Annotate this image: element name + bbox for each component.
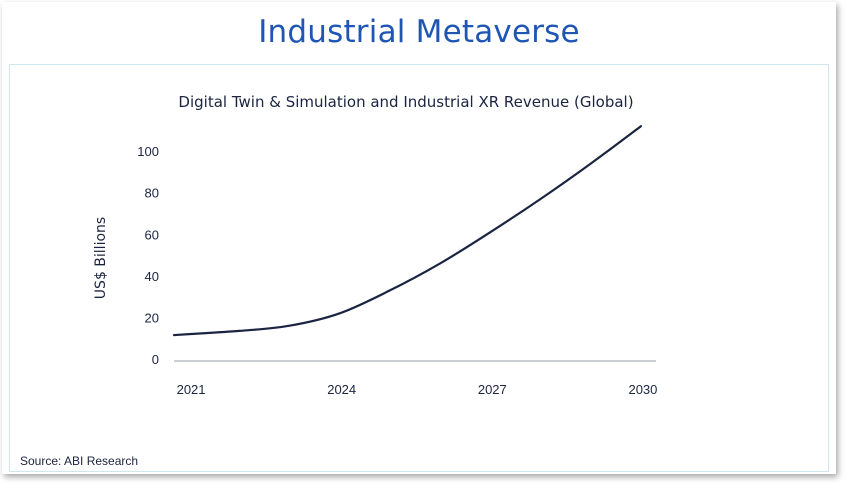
x-tick-label: 2021 [177, 382, 206, 397]
x-tick-label: 2027 [478, 382, 507, 397]
y-tick-labels: 0 20 40 60 80 100 [137, 144, 159, 367]
slide-frame: Industrial Metaverse Source: ABI Researc… [2, 2, 836, 474]
y-tick-label: 60 [145, 227, 159, 242]
y-tick-label: 20 [145, 310, 159, 325]
y-tick-label: 0 [152, 352, 159, 367]
x-tick-labels: 2021 2024 2027 2030 [177, 382, 658, 397]
y-axis-label: US$ Billions [93, 217, 109, 299]
chart-panel [9, 64, 829, 472]
y-tick-label: 40 [145, 269, 159, 284]
x-tick-label: 2024 [327, 382, 356, 397]
series-line [172, 125, 642, 337]
y-tick-label: 80 [145, 186, 159, 201]
x-tick-label: 2030 [628, 382, 657, 397]
source-note: Source: ABI Research [20, 454, 139, 468]
slide-title: Industrial Metaverse [258, 14, 580, 50]
chart-title: Digital Twin & Simulation and Industrial… [178, 93, 633, 111]
y-tick-label: 100 [137, 144, 159, 159]
